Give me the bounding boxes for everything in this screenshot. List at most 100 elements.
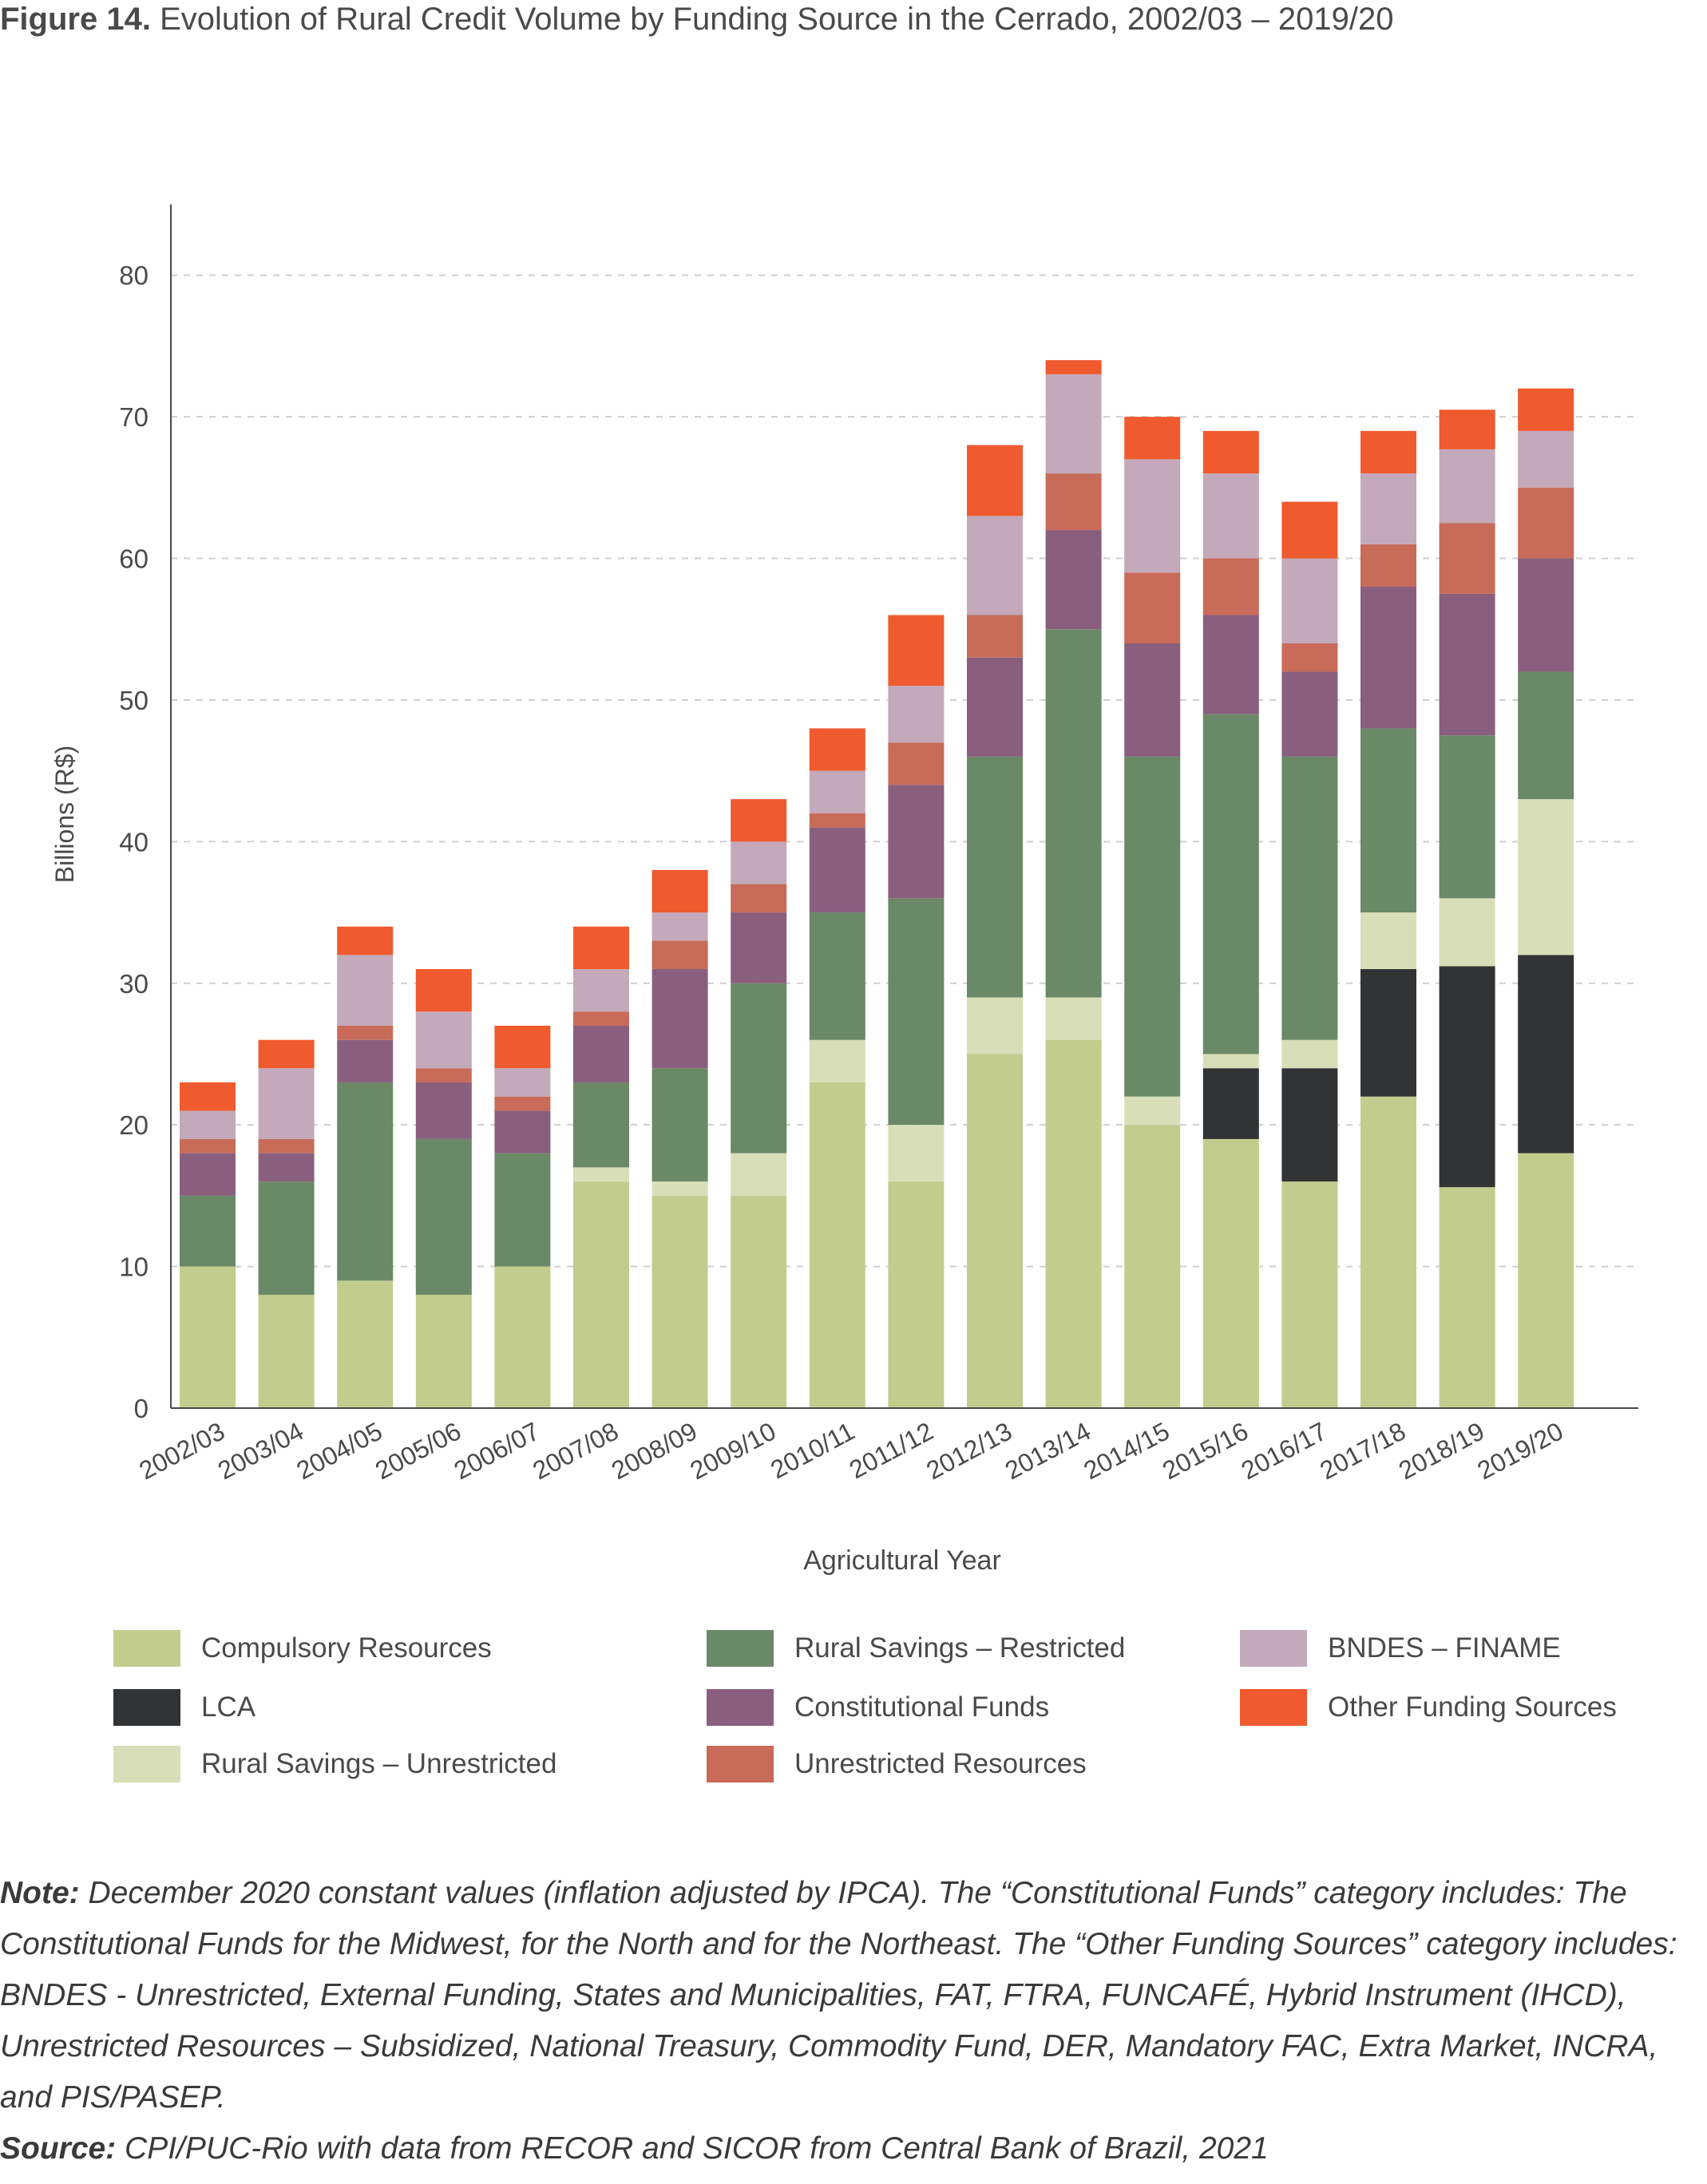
x-tick-label: 2018/19 xyxy=(1394,1416,1489,1485)
x-tick-label: 2012/13 xyxy=(921,1416,1016,1485)
bar-segment xyxy=(1124,756,1181,1097)
y-tick-label: 50 xyxy=(119,686,149,715)
y-tick-label: 40 xyxy=(119,827,149,857)
bar-segment xyxy=(258,1068,315,1139)
bar-segment xyxy=(494,1153,551,1267)
x-tick-label: 2009/10 xyxy=(685,1416,780,1485)
stacked-bar-chart: 010203040506070802002/032003/042004/0520… xyxy=(50,204,1638,1576)
x-tick-label: 2002/03 xyxy=(134,1416,229,1485)
bar-segment xyxy=(258,1181,315,1296)
bar-segment xyxy=(967,445,1023,516)
legend-swatch xyxy=(1240,1689,1307,1726)
bar-segment xyxy=(573,1025,629,1082)
bar-segment xyxy=(1518,799,1574,956)
bar-segment xyxy=(1124,1125,1181,1408)
source-text: CPI/PUC-Rio with data from RECOR and SIC… xyxy=(116,2131,1269,2166)
bar-segment xyxy=(337,1082,394,1281)
note-paragraph: Note: December 2020 constant values (inf… xyxy=(0,1868,1701,2123)
bar-segment xyxy=(1281,756,1338,1040)
bar-segment xyxy=(415,1082,472,1139)
x-tick-label: 2019/20 xyxy=(1472,1416,1567,1485)
bar-segment xyxy=(1202,473,1259,559)
y-tick-label: 0 xyxy=(134,1394,149,1423)
legend-label: Compulsory Resources xyxy=(201,1632,492,1664)
bar-segment xyxy=(809,813,865,828)
bar-segment xyxy=(888,742,945,785)
note-text: December 2020 constant values (inflation… xyxy=(0,1876,1677,2115)
legend-label: Rural Savings – Unrestricted xyxy=(201,1748,557,1779)
bar-segment xyxy=(1360,1096,1416,1408)
bar-segment xyxy=(1281,671,1338,757)
figure-label: Figure 14. xyxy=(0,2,151,37)
bar-segment xyxy=(1045,360,1102,374)
bar-segment xyxy=(180,1110,236,1139)
bar-segment xyxy=(1360,728,1416,913)
bar-segment xyxy=(652,940,708,970)
bar-segment xyxy=(180,1138,236,1153)
bar-segment xyxy=(1518,671,1574,800)
bar-segment xyxy=(337,1025,394,1040)
legend-swatch xyxy=(113,1630,180,1667)
source-paragraph: Source: CPI/PUC-Rio with data from RECOR… xyxy=(0,2123,1701,2174)
bar-segment xyxy=(652,912,708,941)
bar-segment xyxy=(573,1181,629,1408)
bar-segment xyxy=(888,1125,945,1182)
bar-segment xyxy=(1124,572,1181,643)
figure-title: Figure 14. Evolution of Rural Credit Vol… xyxy=(0,2,1394,38)
bar-segment xyxy=(809,1082,865,1408)
bar-segment xyxy=(1439,966,1495,1188)
bar-segment xyxy=(1202,1068,1259,1139)
bar-segment xyxy=(888,898,945,1126)
bar-segment xyxy=(731,1153,787,1196)
bar-segment xyxy=(1281,1181,1338,1408)
bar-segment xyxy=(337,1280,394,1408)
x-tick-label: 2003/04 xyxy=(213,1416,308,1485)
source-label: Source: xyxy=(0,2131,117,2166)
bar-segment xyxy=(1360,473,1416,544)
legend-item: Compulsory Resources xyxy=(113,1628,492,1668)
bar-segment xyxy=(337,955,394,1026)
legend-label: Constitutional Funds xyxy=(794,1691,1050,1723)
bar-segment xyxy=(652,869,708,913)
bar-segment xyxy=(731,884,787,913)
bar-segment xyxy=(809,1039,865,1082)
bar-segment xyxy=(731,1195,787,1408)
x-tick-label: 2007/08 xyxy=(528,1416,623,1485)
bar-segment xyxy=(888,1181,945,1408)
x-tick-label: 2015/16 xyxy=(1158,1416,1253,1485)
bar-segment xyxy=(1124,459,1181,573)
legend-item: Rural Savings – Restricted xyxy=(707,1628,1125,1668)
bar-segment xyxy=(1518,558,1574,672)
x-tick-label: 2010/11 xyxy=(766,1416,859,1484)
legend-item: BNDES – FINAME xyxy=(1240,1628,1561,1668)
bar-segment xyxy=(1202,558,1259,615)
bars xyxy=(180,360,1574,1408)
figure-title-text: Evolution of Rural Credit Volume by Fund… xyxy=(160,2,1394,37)
bar-segment xyxy=(1281,558,1338,643)
bar-segment xyxy=(494,1096,551,1111)
bar-segment xyxy=(1439,449,1495,524)
bar-segment xyxy=(1045,530,1102,630)
bar-segment xyxy=(337,1039,394,1082)
bar-segment xyxy=(1518,955,1574,1153)
bar-segment xyxy=(573,926,629,970)
x-tick-label: 2016/17 xyxy=(1237,1416,1332,1485)
bar-segment xyxy=(494,1068,551,1097)
bar-segment xyxy=(967,997,1023,1054)
bar-segment xyxy=(888,686,945,743)
bar-segment xyxy=(494,1110,551,1153)
bar-segment xyxy=(1439,523,1495,594)
legend-item: Unrestricted Resources xyxy=(707,1744,1087,1784)
bar-segment xyxy=(573,1167,629,1182)
bar-segment xyxy=(1439,898,1495,967)
x-axis-label: Agricultural Year xyxy=(803,1545,1001,1576)
bar-segment xyxy=(1045,374,1102,474)
legend-label: Unrestricted Resources xyxy=(794,1748,1087,1779)
legend-item: Other Funding Sources xyxy=(1240,1687,1617,1727)
bar-segment xyxy=(415,969,472,1012)
x-tick-label: 2017/18 xyxy=(1315,1416,1410,1485)
legend-swatch xyxy=(113,1689,180,1726)
bar-segment xyxy=(1202,1054,1259,1069)
bar-segment xyxy=(652,969,708,1069)
bar-segment xyxy=(731,912,787,983)
